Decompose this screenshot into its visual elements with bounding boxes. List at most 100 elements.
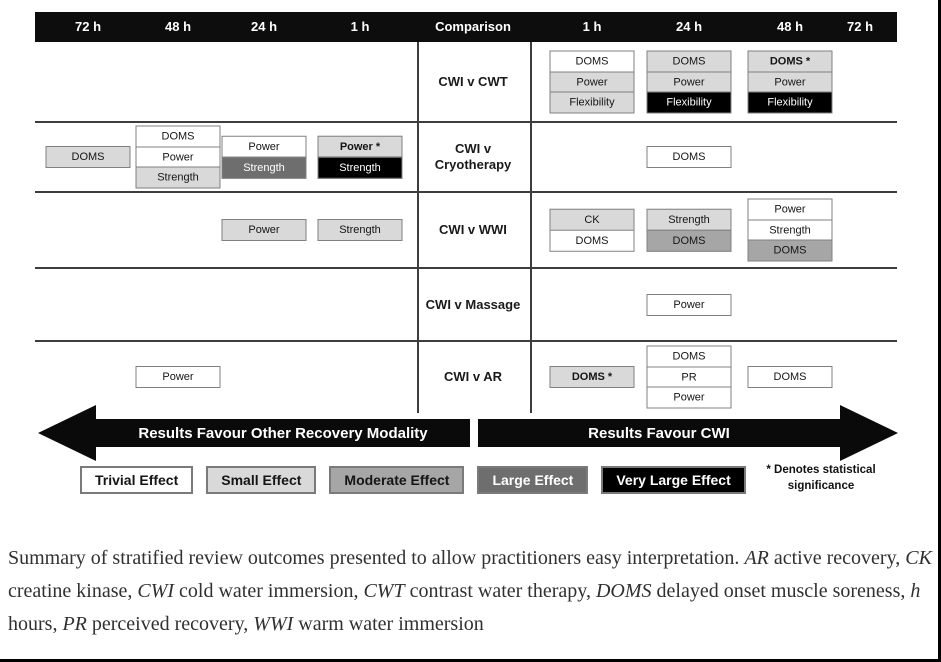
outcome-box: CK [549, 208, 635, 231]
arrow-right-icon [840, 405, 898, 461]
caption-abbreviation: CK [905, 547, 932, 569]
time-header-left-1h: 1 h [350, 19, 370, 34]
outcome-stack-right-1h: DOMS Power Flexibility [549, 50, 635, 114]
outcome-box: DOMS [747, 239, 833, 262]
caption-text: cold water immersion, [174, 580, 364, 602]
outcome-box: Power [221, 219, 307, 241]
comparison-cell-2: CWI v WWI [439, 221, 507, 237]
outcome-box: DOMS [135, 125, 221, 148]
caption-text: contrast water therapy, [404, 580, 596, 602]
outcome-box: Power [135, 366, 221, 388]
outcome-box: Power [135, 146, 221, 168]
outcome-box: Power [747, 71, 833, 93]
outcome-box: Strength [221, 156, 307, 179]
figure-caption: Summary of stratified review outcomes pr… [8, 542, 933, 641]
outcome-stack-right-24h: DOMS Power Flexibility [646, 50, 732, 114]
caption-text: active recovery, [768, 547, 906, 569]
outcome-box: Strength [747, 219, 833, 241]
row-divider-line [35, 267, 897, 269]
outcome-stack-left-72h: DOMS [45, 146, 131, 168]
outcome-stack-right-1h: CK DOMS [549, 208, 635, 252]
comparison-column-line [417, 42, 419, 413]
outcome-box: DOMS [646, 229, 732, 252]
comparison-cell-1: CWI v Cryotherapy [434, 140, 512, 172]
outcome-box: Flexibility [646, 91, 732, 114]
comparison-cell-4: CWI v AR [443, 368, 503, 384]
time-header-left-24h: 24 h [250, 19, 278, 34]
outcome-box: Strength [135, 166, 221, 189]
outcome-box: Power [221, 135, 307, 158]
arrow-left-icon [38, 405, 96, 461]
row-divider-line [35, 340, 897, 342]
significance-note: * Denotes statistical significance [766, 464, 876, 492]
row-divider-line [35, 121, 897, 123]
favour-other-arrow: Results Favour Other Recovery Modality [38, 405, 470, 461]
time-header-right-24h: 24 h [675, 19, 703, 34]
outcome-box: Flexibility [549, 91, 635, 114]
caption-text: creatine kinase, [8, 580, 138, 602]
caption-text: hours, [8, 613, 63, 635]
time-header-left-72h: 72 h [74, 19, 102, 34]
row-divider-line [35, 191, 897, 193]
outcome-stack-right-48h: DOMS * Power Flexibility [747, 50, 833, 114]
caption-abbreviation: CWI [137, 580, 175, 602]
time-header-left-48h: 48 h [164, 19, 192, 34]
outcome-stack-right-1h: DOMS * [549, 366, 635, 388]
outcome-box: Power * [317, 135, 403, 158]
effect-size-legend: Trivial Effect Small Effect Moderate Effec… [80, 466, 746, 494]
outcome-stack-right-24h: DOMS PR Power [646, 345, 732, 409]
outcome-box: DOMS * [747, 50, 833, 73]
outcome-stack-left-24h: Power [221, 219, 307, 241]
caption-text: warm water immersion [293, 613, 484, 635]
favour-other-arrow-label: Results Favour Other Recovery Modality [96, 419, 470, 447]
legend-item-small: Small Effect [206, 466, 317, 494]
outcome-box: Power [549, 71, 635, 93]
outcome-box: Strength [317, 219, 403, 241]
outcome-stack-left-1h: Strength [317, 219, 403, 241]
outcome-stack-left-1h: Power * Strength [317, 135, 403, 179]
outcome-stack-right-24h: DOMS [646, 146, 732, 168]
figure-border-right [938, 0, 941, 662]
outcome-box: Power [646, 386, 732, 409]
outcome-box: DOMS [747, 366, 833, 388]
outcome-stack-right-24h: Strength DOMS [646, 208, 732, 252]
favour-cwi-arrow-label: Results Favour CWI [478, 419, 840, 447]
outcome-box: Strength [317, 156, 403, 179]
caption-text: Summary of stratified review outcomes pr… [8, 547, 745, 569]
outcome-box: DOMS [646, 146, 732, 168]
outcome-stack-right-48h: Power Strength DOMS [747, 198, 833, 262]
comparison-cell-0: CWI v CWT [438, 73, 508, 89]
caption-abbreviation: WWI [253, 613, 294, 635]
caption-text: delayed onset muscle soreness, [651, 580, 911, 602]
outcome-box: Power [646, 293, 732, 316]
outcome-box: Power [747, 198, 833, 221]
legend-item-very_large: Very Large Effect [601, 466, 746, 494]
favour-cwi-arrow: Results Favour CWI [478, 405, 898, 461]
outcome-box: PR [646, 366, 732, 388]
outcome-stack-right-48h: DOMS [747, 366, 833, 388]
outcome-stack-left-48h: Power [135, 366, 221, 388]
caption-text: perceived recovery, [86, 613, 254, 635]
time-header-right-1h: 1 h [582, 19, 602, 34]
outcome-box: DOMS [45, 146, 131, 168]
outcome-box: DOMS * [549, 366, 635, 388]
outcome-box: DOMS [549, 229, 635, 252]
time-header-right-48h: 48 h [776, 19, 804, 34]
outcome-box: DOMS [646, 50, 732, 73]
comparison-cell-3: CWI v Massage [425, 296, 521, 312]
caption-abbreviation: CWT [363, 580, 405, 602]
figure-border-bottom [0, 659, 941, 662]
outcome-box: Strength [646, 208, 732, 231]
outcome-box: Power [646, 71, 732, 93]
caption-abbreviation: AR [744, 547, 769, 569]
time-header-right-72h: 72 h [846, 19, 874, 34]
outcome-stack-right-24h: Power [646, 293, 732, 316]
caption-abbreviation: h [910, 580, 921, 602]
outcome-stack-left-48h: DOMS Power Strength [135, 125, 221, 189]
outcome-box: DOMS [549, 50, 635, 73]
time-header-bar [35, 12, 897, 42]
outcome-box: Flexibility [747, 91, 833, 114]
caption-abbreviation: DOMS [595, 580, 652, 602]
comparison-column-line [530, 42, 532, 413]
